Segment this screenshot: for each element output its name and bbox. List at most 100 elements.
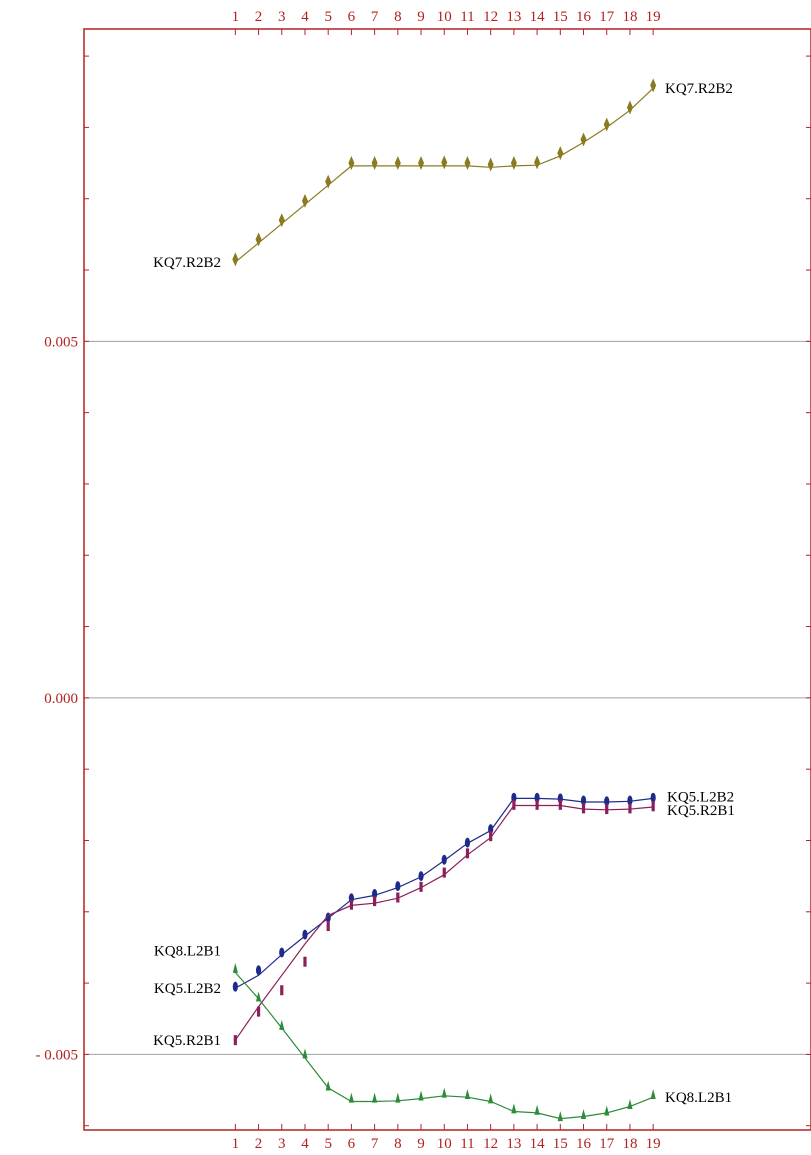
data-point: [581, 803, 586, 814]
data-point: [441, 155, 448, 170]
x-tick-label-top: 9: [417, 9, 425, 25]
data-point: [418, 156, 425, 171]
series-line: [235, 797, 654, 989]
x-tick-label-bottom: 1: [232, 1136, 240, 1152]
data-point: [580, 1109, 587, 1120]
data-point: [325, 1080, 331, 1091]
data-point: [256, 1006, 261, 1017]
data-point: [580, 795, 587, 806]
data-point: [464, 156, 471, 171]
x-tick-label-bottom: 12: [483, 1136, 498, 1152]
x-tick-label-bottom: 8: [394, 1136, 402, 1152]
data-point: [326, 921, 330, 932]
data-point: [511, 1103, 517, 1114]
data-point: [301, 193, 308, 208]
x-tick-label-bottom: 5: [324, 1136, 332, 1152]
data-point: [372, 1092, 378, 1103]
x-tick-label-bottom: 17: [599, 1136, 615, 1152]
data-point: [255, 965, 262, 976]
data-point: [373, 896, 377, 907]
x-tick-label-top: 12: [483, 9, 498, 25]
data-point: [349, 899, 354, 910]
x-tick-label-bottom: 13: [506, 1136, 521, 1152]
data-point: [604, 796, 610, 807]
x-tick-label-top: 10: [437, 9, 452, 25]
data-point: [303, 956, 307, 967]
data-point: [441, 854, 447, 865]
data-point: [232, 981, 238, 992]
data-point: [442, 867, 446, 878]
data-point: [279, 1019, 285, 1030]
data-point: [232, 962, 238, 973]
x-tick-label-top: 5: [324, 9, 332, 25]
series-end-label: KQ7.R2B2: [665, 81, 733, 97]
x-tick-label-bottom: 6: [348, 1136, 356, 1152]
data-point: [418, 871, 424, 882]
x-tick-label-top: 7: [371, 9, 379, 25]
data-point: [489, 831, 493, 842]
data-point: [464, 1089, 471, 1100]
data-point: [325, 174, 332, 189]
data-point: [604, 1105, 610, 1116]
plot-frame: [83, 28, 811, 1131]
series-start-label: KQ8.L2B1: [154, 943, 221, 959]
x-tick-label-top: 18: [622, 9, 637, 25]
y-tick-label: - 0.005: [36, 1047, 79, 1063]
data-point: [627, 795, 633, 806]
series-end-label: KQ8.L2B1: [665, 1090, 732, 1106]
y-axis: 0.005 0.000 - 0.005: [36, 55, 811, 1127]
series-end-label: KQ5.R2B1: [667, 803, 735, 819]
data-point: [348, 156, 355, 171]
series-start-label: KQ5.L2B2: [154, 981, 221, 997]
data-point: [278, 213, 285, 228]
data-point: [348, 1092, 355, 1103]
x-tick-label-top: 13: [506, 9, 521, 25]
data-point: [465, 848, 470, 859]
series-KQ5.L2B2: [232, 792, 656, 992]
x-tick-label-top: 15: [553, 9, 568, 25]
data-point: [487, 157, 494, 172]
data-point: [371, 156, 378, 171]
data-point: [558, 799, 562, 810]
data-point: [626, 100, 633, 115]
y-tick-label: 0.000: [44, 691, 78, 707]
series-KQ5.R2B1: [233, 799, 655, 1046]
data-point: [603, 117, 610, 132]
data-point: [628, 803, 632, 814]
data-point: [605, 804, 609, 815]
data-point: [418, 1090, 424, 1101]
x-tick-label-top: 14: [530, 9, 546, 25]
x-tick-label-bottom: 10: [437, 1136, 452, 1152]
x-tick-label-bottom: 3: [278, 1136, 286, 1152]
x-tick-label-bottom: 11: [460, 1136, 474, 1152]
x-tick-label-bottom: 15: [553, 1136, 568, 1152]
x-axis: 1122334455667788991010111112121313141415…: [232, 9, 661, 1152]
x-tick-label-bottom: 19: [646, 1136, 661, 1152]
x-tick-label-top: 19: [646, 9, 661, 25]
x-tick-label-top: 3: [278, 9, 286, 25]
data-point: [233, 1035, 237, 1046]
series-line: [234, 804, 654, 1041]
x-tick-label-top: 17: [599, 9, 615, 25]
data-point: [510, 156, 517, 171]
series-start-label: KQ7.R2B2: [153, 255, 221, 271]
x-tick-label-top: 8: [394, 9, 402, 25]
data-point: [650, 1089, 656, 1100]
data-point: [534, 155, 541, 170]
x-tick-label-bottom: 2: [255, 1136, 263, 1152]
data-point: [650, 792, 656, 803]
series-group: [232, 78, 657, 1122]
series-KQ8.L2B1: [232, 962, 656, 1122]
x-tick-label-bottom: 18: [622, 1136, 637, 1152]
data-point: [464, 837, 471, 848]
x-tick-label-bottom: 9: [417, 1136, 425, 1152]
x-tick-label-bottom: 7: [371, 1136, 379, 1152]
data-point: [627, 1099, 633, 1110]
x-tick-label-top: 6: [348, 9, 356, 25]
data-point: [557, 146, 564, 161]
data-point: [488, 1093, 494, 1104]
x-tick-label-top: 4: [301, 9, 309, 25]
data-point: [535, 799, 539, 810]
data-point: [255, 991, 262, 1002]
